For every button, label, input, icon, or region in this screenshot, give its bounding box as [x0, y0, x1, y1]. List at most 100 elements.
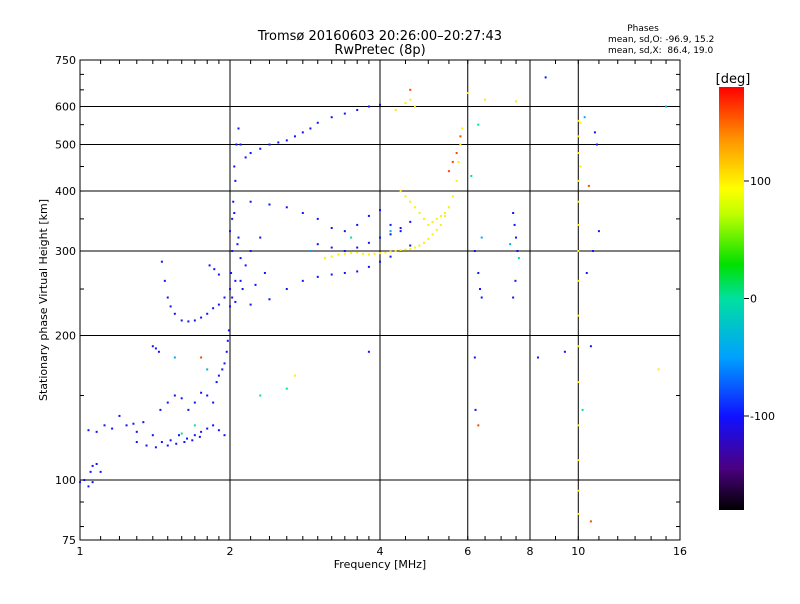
data-point	[285, 288, 288, 291]
data-point	[330, 273, 333, 276]
data-point	[180, 319, 183, 322]
data-point	[193, 319, 196, 322]
data-point	[217, 374, 220, 377]
data-point	[200, 356, 203, 359]
data-point	[237, 236, 240, 239]
data-point	[125, 424, 128, 427]
data-point	[394, 250, 397, 253]
colorbar	[719, 87, 744, 510]
data-point	[233, 165, 236, 168]
data-point	[239, 257, 242, 260]
data-point	[159, 408, 162, 411]
data-point	[589, 520, 592, 523]
data-point	[484, 98, 487, 101]
data-point	[435, 228, 438, 231]
data-point	[83, 479, 86, 482]
data-point	[111, 427, 114, 430]
x-axis: 1 2 4 6 8 10 16	[77, 60, 687, 558]
data-point	[229, 288, 231, 291]
data-point	[379, 103, 381, 106]
y-axis-label: Stationary phase Virtual Height [km]	[37, 199, 50, 401]
x-tick-label: 6	[464, 545, 471, 558]
data-point	[350, 236, 353, 239]
data-point	[151, 345, 154, 348]
data-point	[399, 227, 402, 230]
data-point	[191, 439, 194, 442]
data-point	[301, 131, 304, 134]
data-point	[268, 203, 271, 206]
data-point	[91, 481, 94, 484]
data-point	[577, 345, 580, 348]
data-point	[516, 250, 519, 253]
data-point	[173, 312, 176, 315]
data-point	[316, 243, 319, 246]
data-point	[231, 217, 234, 220]
data-point	[389, 255, 392, 258]
data-point	[343, 250, 346, 253]
data-point	[244, 264, 247, 267]
data-point	[193, 401, 196, 404]
data-point	[461, 127, 464, 130]
x-tick-label: 1	[77, 545, 84, 558]
data-point	[235, 143, 238, 146]
data-point	[285, 139, 288, 142]
data-point	[301, 279, 304, 282]
data-point	[480, 296, 483, 299]
data-point	[145, 444, 148, 447]
data-point	[577, 135, 580, 138]
data-point	[234, 179, 237, 182]
data-point	[577, 119, 580, 122]
data-point	[263, 271, 266, 274]
data-point	[316, 121, 319, 124]
data-point	[509, 243, 512, 246]
data-point	[443, 212, 446, 215]
data-point	[591, 250, 594, 253]
colorbar-tick-label: 100	[750, 175, 771, 188]
data-point	[268, 143, 271, 146]
data-point	[513, 223, 516, 226]
data-point	[293, 374, 296, 377]
data-point	[577, 200, 580, 203]
colorbar-ticks: 100 0 -100	[744, 175, 775, 423]
y-tick-label: 300	[55, 245, 76, 258]
y-tick-label: 100	[55, 474, 76, 487]
y-tick-label: 400	[55, 185, 76, 198]
data-point	[231, 250, 234, 253]
data-point	[409, 220, 412, 223]
data-point	[470, 174, 473, 177]
data-point	[362, 252, 365, 255]
data-point	[512, 296, 515, 299]
data-point	[135, 441, 138, 444]
data-point	[439, 223, 442, 226]
data-point	[200, 430, 203, 433]
data-point	[577, 314, 580, 317]
data-point	[309, 127, 312, 130]
data-point	[577, 179, 580, 182]
data-point	[173, 356, 176, 359]
data-point	[459, 135, 462, 138]
data-point	[459, 143, 462, 146]
data-point	[536, 356, 539, 359]
data-point	[457, 160, 460, 163]
data-point	[180, 397, 183, 400]
data-point	[236, 243, 239, 246]
data-point	[473, 250, 476, 253]
data-point	[451, 160, 454, 163]
data-point	[193, 424, 196, 427]
phases-x-line: mean, sd,X: 86.4, 19.0	[608, 46, 714, 56]
data-point	[343, 230, 346, 233]
data-point	[173, 394, 176, 397]
data-point	[581, 408, 584, 411]
data-point	[455, 179, 458, 182]
data-point	[579, 121, 582, 124]
data-point	[301, 212, 304, 215]
data-point	[259, 394, 262, 397]
data-point	[157, 350, 160, 353]
data-point	[241, 288, 244, 291]
y-tick-label: 75	[62, 534, 76, 547]
y-tick-label: 500	[55, 139, 76, 152]
data-point	[223, 296, 226, 299]
data-point	[169, 439, 172, 442]
data-point	[230, 271, 233, 274]
